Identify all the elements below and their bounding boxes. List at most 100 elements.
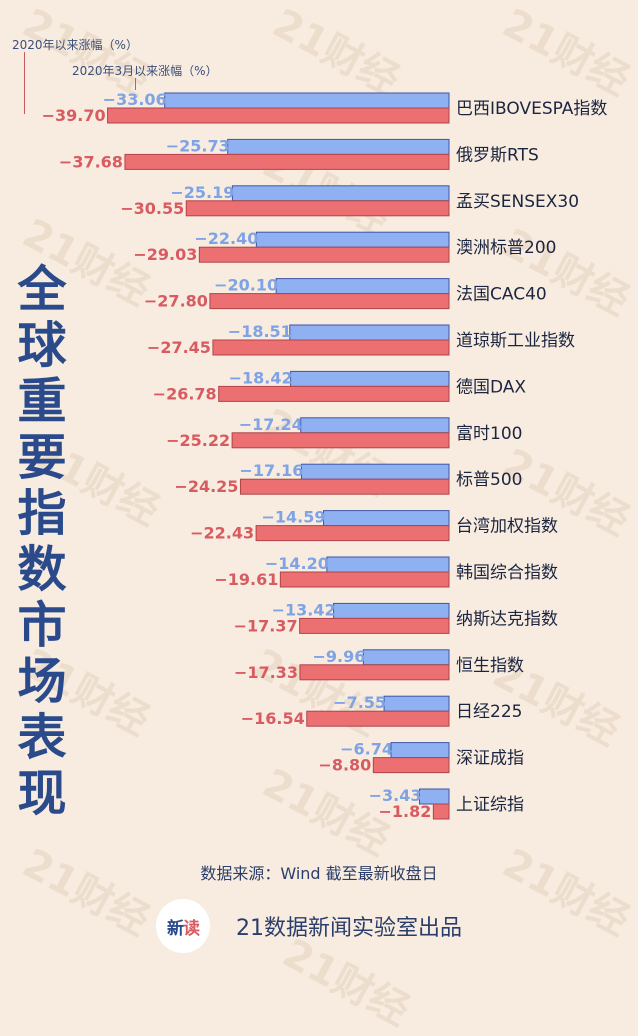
bar-march (275, 278, 450, 295)
logo-text-part2: 读 (183, 918, 200, 939)
data-label-ytd: −22.43 (190, 524, 254, 543)
legend-ytd-label: 2020年以来涨幅（%） (12, 38, 138, 52)
data-label-march: −17.16 (239, 461, 303, 480)
data-label-ytd: −17.37 (234, 616, 298, 635)
bar-ytd (255, 525, 450, 542)
category-label: 俄罗斯RTS (456, 145, 539, 165)
legend-ytd-leader-line (24, 52, 25, 114)
legend-march-leader-line (135, 78, 136, 90)
bar-ytd (299, 617, 450, 634)
category-label: 德国DAX (456, 377, 526, 397)
data-label-ytd: −30.55 (120, 199, 184, 218)
data-label-march: −7.55 (333, 693, 386, 712)
data-label-ytd: −25.22 (166, 431, 230, 450)
title-char: 全 (17, 261, 67, 318)
title-char: 数 (17, 541, 67, 598)
bar-march (231, 185, 450, 202)
bar-ytd (299, 664, 450, 681)
category-label: 孟买SENSEX30 (456, 192, 579, 212)
bar-ytd (239, 478, 450, 495)
title-char: 指 (17, 485, 67, 542)
data-label-ytd: −39.70 (42, 106, 106, 125)
bar-ytd (279, 571, 450, 588)
bar-march (255, 231, 450, 248)
bar-ytd (306, 710, 450, 727)
data-label-march: −9.96 (312, 647, 365, 666)
category-label: 法国CAC40 (456, 285, 547, 305)
bar-ytd (218, 385, 450, 402)
bar-ytd (124, 153, 450, 170)
data-label-ytd: −29.03 (133, 245, 197, 264)
bar-march (289, 324, 450, 341)
xindu-logo: 新读 (156, 899, 210, 953)
category-label: 恒生指数 (456, 656, 524, 676)
data-label-march: −14.20 (265, 554, 329, 573)
bar-chart: −33.06−39.70 巴西IBOVESPA指数 −25.73 −37.68 俄罗斯R… (42, 90, 608, 821)
title-char: 现 (17, 765, 67, 822)
legend-march-label: 2020年3月以来涨幅（%） (72, 64, 218, 78)
title-char: 表 (17, 709, 67, 766)
title-char: 要 (17, 429, 67, 486)
data-label-ytd: −27.80 (144, 292, 208, 311)
bar-march (383, 695, 450, 712)
bar-march (300, 463, 450, 480)
bar-march (323, 510, 450, 527)
title-char: 重 (17, 373, 67, 430)
bar-ytd (231, 432, 450, 449)
data-label-march: −14.59 (262, 508, 326, 527)
data-label-ytd: −19.61 (214, 570, 278, 589)
category-label: 深证成指 (456, 749, 524, 769)
data-label-ytd: −8.80 (318, 756, 371, 775)
data-label-ytd: −24.25 (174, 477, 238, 496)
category-label: 台湾加权指数 (456, 517, 558, 537)
bar-march (300, 417, 450, 434)
bar-march (333, 602, 450, 619)
producer-credit: 21数据新闻实验室出品 (236, 916, 462, 941)
data-label-march: −22.40 (194, 229, 258, 248)
title-char: 场 (17, 653, 67, 710)
category-label: 韩国综合指数 (456, 563, 558, 583)
bar-march (227, 138, 450, 155)
data-label-march: −3.43 (369, 786, 422, 805)
bar-ytd (107, 107, 450, 124)
data-label-ytd: −1.82 (378, 802, 431, 821)
data-label-ytd: −37.68 (59, 152, 123, 171)
data-label-ytd: −27.45 (147, 338, 211, 357)
bar-march (326, 556, 450, 573)
bar-ytd (198, 246, 450, 263)
data-label-march: −33.06 (103, 90, 167, 109)
data-label-march: −18.51 (228, 322, 292, 341)
data-label-ytd: −17.33 (234, 663, 298, 682)
bar-march (164, 92, 450, 109)
title-char: 市 (17, 597, 67, 654)
bar-ytd (209, 293, 450, 310)
data-label-march: −13.42 (272, 600, 336, 619)
data-label-march: −25.19 (170, 183, 234, 202)
category-label: 日经225 (456, 702, 522, 722)
bar-march (390, 742, 450, 759)
data-label-ytd: −16.54 (241, 709, 305, 728)
title-char: 球 (17, 317, 67, 374)
data-label-march: −20.10 (214, 276, 278, 295)
data-label-march: −25.73 (166, 136, 230, 155)
chart-title: 全 球 重 要 指 数 市 场 表 现 (14, 262, 70, 822)
bar-march (290, 370, 450, 387)
data-label-march: −6.74 (340, 740, 393, 759)
bar-ytd (212, 339, 450, 356)
data-label-march: −18.42 (229, 368, 293, 387)
category-label: 上证综指 (456, 795, 524, 815)
data-source-note: 数据来源：Wind 截至最新收盘日 (200, 864, 438, 883)
category-label: 澳洲标普200 (456, 238, 556, 258)
category-label: 巴西IBOVESPA指数 (456, 99, 607, 119)
infographic: 21财经 21财经 21财经 21财经 21财经 21财经 21财经 21财经 21财经 21财经… (12, 0, 637, 1034)
category-label: 富时100 (456, 424, 522, 444)
data-label-ytd: −26.78 (153, 384, 217, 403)
category-label: 纳斯达克指数 (456, 609, 558, 629)
bar-ytd (372, 757, 450, 774)
bar-ytd (432, 803, 450, 820)
bar-ytd (185, 200, 450, 217)
category-label: 道琼斯工业指数 (456, 331, 575, 351)
bar-march (362, 649, 450, 666)
logo-text-part1: 新 (167, 918, 184, 939)
data-label-march: −17.24 (239, 415, 303, 434)
